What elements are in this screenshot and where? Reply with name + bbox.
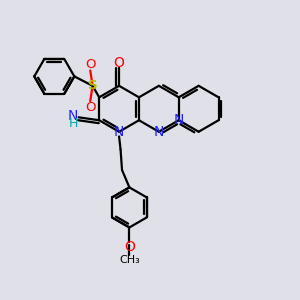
Text: N: N xyxy=(154,125,164,139)
Text: N: N xyxy=(114,125,124,139)
Text: O: O xyxy=(114,56,124,70)
Text: N: N xyxy=(174,113,184,127)
Text: O: O xyxy=(85,100,95,113)
Text: H: H xyxy=(69,117,78,130)
Text: S: S xyxy=(88,79,98,92)
Text: N: N xyxy=(68,109,79,123)
Text: O: O xyxy=(124,241,135,254)
Text: CH₃: CH₃ xyxy=(119,255,140,266)
Text: O: O xyxy=(85,58,95,71)
